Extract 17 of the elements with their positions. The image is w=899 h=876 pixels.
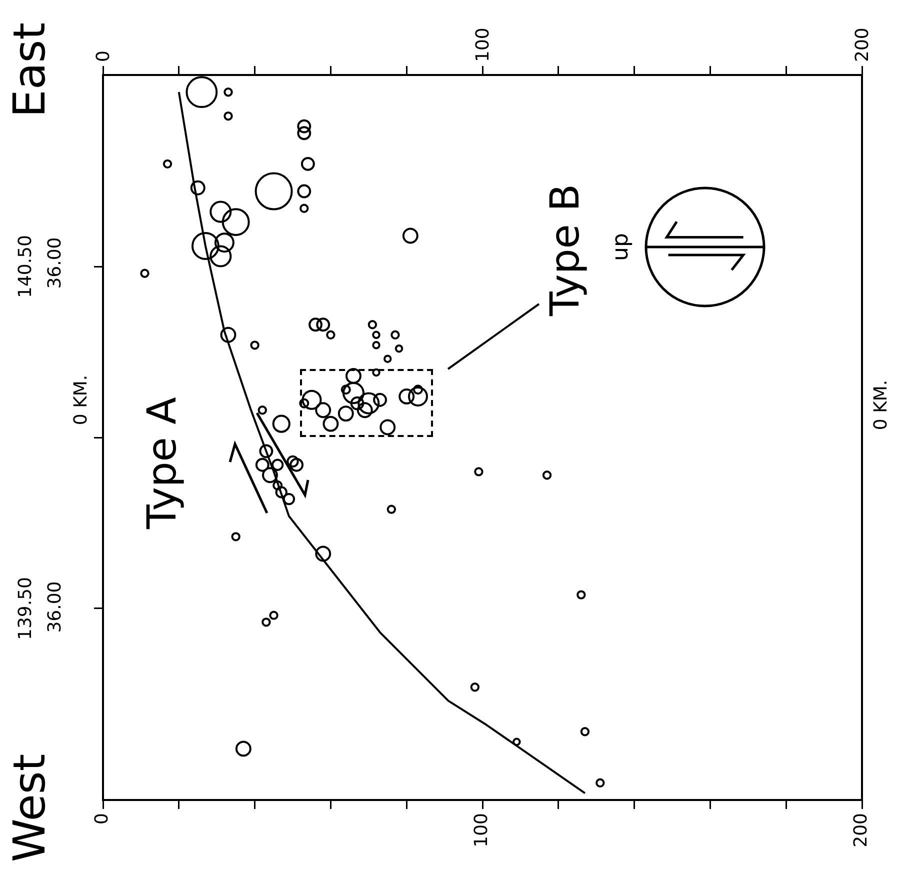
annotation: Type A [139, 396, 186, 530]
text: 0 KM. [70, 374, 92, 426]
x2-tick-label: 100 [472, 28, 494, 62]
text: West [4, 754, 56, 862]
text: 0 KM. [870, 380, 892, 430]
annotation: up [608, 233, 634, 261]
x2-tick-label: 200 [852, 28, 874, 62]
text: East [4, 22, 56, 118]
text: 36.00 [44, 581, 66, 633]
x-tick-label: 100 [471, 813, 492, 848]
x2-tick-label: 0 [93, 50, 114, 62]
text: 36.00 [44, 237, 66, 289]
x-tick-label: 200 [850, 813, 872, 848]
y-tick-label: 140.50 [15, 235, 36, 298]
y-tick-label: 139.50 [15, 577, 36, 640]
annotation: Type B [542, 184, 588, 318]
x-tick-label: 0 [92, 813, 113, 824]
